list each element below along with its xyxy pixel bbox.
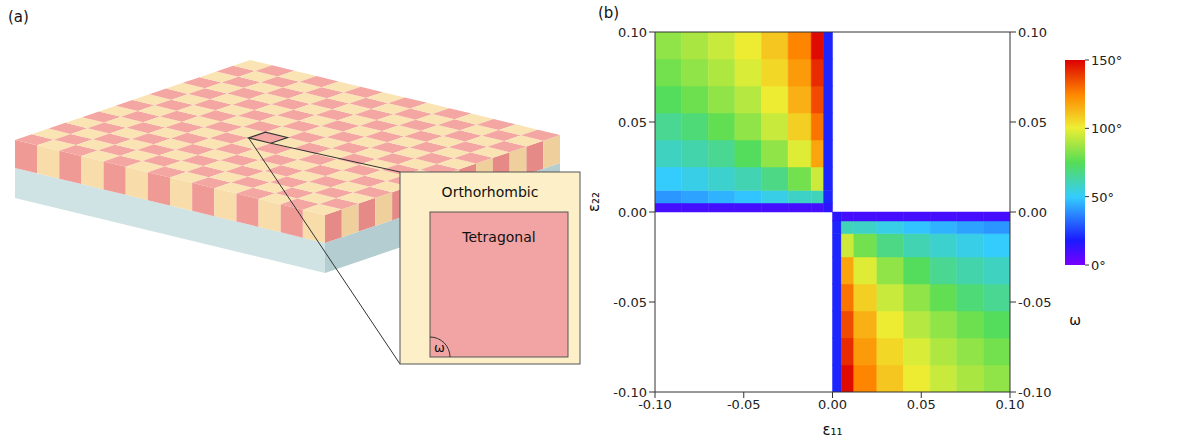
- svg-text:100°: 100°: [1091, 121, 1122, 136]
- svg-text:Tetragonal: Tetragonal: [461, 229, 535, 245]
- svg-text:0.10: 0.10: [618, 25, 647, 40]
- svg-text:(a): (a): [8, 8, 29, 26]
- svg-text:150°: 150°: [1091, 53, 1122, 68]
- svg-text:-0.10: -0.10: [613, 385, 647, 400]
- svg-text:ε₁₁: ε₁₁: [822, 421, 842, 439]
- svg-text:ε₂₂: ε₂₂: [585, 192, 603, 212]
- svg-text:-0.05: -0.05: [727, 397, 761, 412]
- svg-text:0.05: 0.05: [1018, 115, 1047, 130]
- svg-text:-0.05: -0.05: [1018, 295, 1052, 310]
- svg-text:-0.10: -0.10: [638, 397, 672, 413]
- svg-text:ω: ω: [434, 340, 445, 355]
- svg-text:-0.10: -0.10: [1018, 385, 1052, 400]
- svg-text:0.05: 0.05: [618, 115, 647, 130]
- svg-text:0.10: 0.10: [1018, 25, 1047, 40]
- svg-text:50°: 50°: [1091, 190, 1114, 205]
- svg-text:Orthorhombic: Orthorhombic: [442, 184, 539, 200]
- svg-text:0.00: 0.00: [1018, 205, 1047, 220]
- svg-text:0.00: 0.00: [618, 205, 647, 220]
- svg-text:-0.05: -0.05: [613, 295, 647, 310]
- svg-text:0.05: 0.05: [907, 397, 936, 412]
- svg-text:0.10: 0.10: [995, 397, 1025, 413]
- svg-text:ω: ω: [1069, 312, 1081, 328]
- svg-text:0°: 0°: [1091, 258, 1106, 273]
- html-text:(b): (b): [598, 4, 620, 22]
- svg-text:0.00: 0.00: [818, 397, 847, 412]
